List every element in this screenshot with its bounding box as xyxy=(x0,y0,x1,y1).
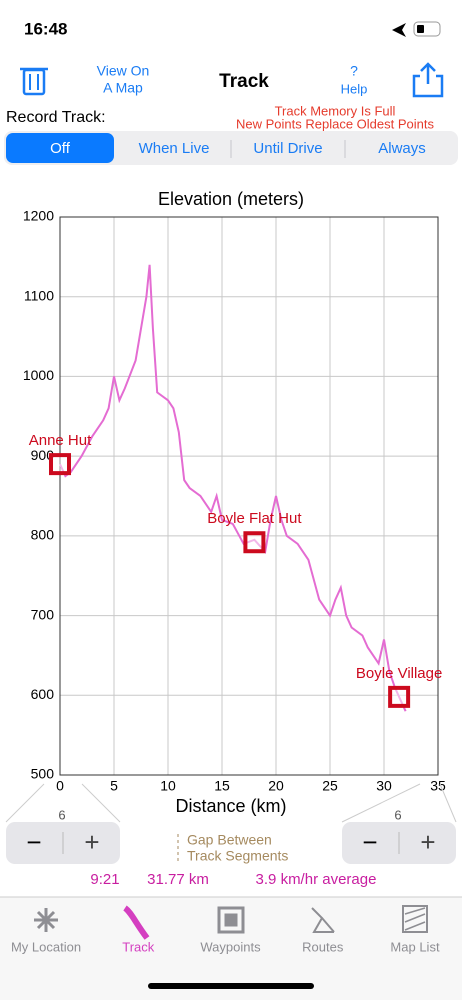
tab-label[interactable]: Map List xyxy=(390,939,440,954)
help-label: Help xyxy=(341,81,368,96)
page-title: Track xyxy=(219,71,269,92)
x-tick-label: 25 xyxy=(322,778,338,794)
y-tick-label: 600 xyxy=(31,686,55,702)
gap-label: Track Segments xyxy=(187,848,288,864)
waypoint-marker[interactable] xyxy=(243,531,266,554)
stepper: − + xyxy=(6,822,120,864)
stepper: − + xyxy=(342,822,456,864)
y-tick-label: 800 xyxy=(31,527,55,543)
view-map-button[interactable]: View On A Map xyxy=(97,63,150,96)
minus-button[interactable]: − xyxy=(26,827,41,857)
view-map-label: View On xyxy=(97,63,150,79)
segment-option[interactable]: Off xyxy=(50,140,71,157)
x-tick-label: 0 xyxy=(56,778,64,794)
connector xyxy=(439,783,457,823)
airplane-icon xyxy=(392,23,406,37)
stat-speed: 3.9 km/hr average xyxy=(256,871,377,888)
tab-icons xyxy=(34,905,428,940)
x-tick-label: 30 xyxy=(376,778,392,794)
stat-distance: 31.77 km xyxy=(147,871,209,888)
connector xyxy=(341,783,421,823)
plus-button[interactable]: + xyxy=(84,827,99,857)
battery-level xyxy=(417,25,424,33)
y-tick-label: 900 xyxy=(31,447,55,463)
segment-option[interactable]: Until Drive xyxy=(253,140,322,157)
y-tick-label: 1000 xyxy=(23,367,54,383)
warning-text: Track Memory Is Full xyxy=(275,103,396,118)
connector xyxy=(5,783,45,823)
plus-button[interactable]: + xyxy=(420,827,435,857)
x-tick-label: 15 xyxy=(214,778,230,794)
y-tick-label: 1200 xyxy=(23,208,54,224)
x-tick-label: 5 xyxy=(110,778,118,794)
segment-selected xyxy=(6,133,114,163)
tab-label[interactable]: Routes xyxy=(302,939,344,954)
record-label: Record Track: xyxy=(6,109,106,126)
home-indicator xyxy=(148,983,314,989)
x-tick-label: 35 xyxy=(430,778,446,794)
segment-option[interactable]: When Live xyxy=(139,140,210,157)
waypoint-marker[interactable] xyxy=(388,685,411,708)
tab-label[interactable]: Track xyxy=(122,939,155,954)
segment-option[interactable]: Always xyxy=(378,140,426,157)
tab-label[interactable]: My Location xyxy=(11,939,81,954)
warning-text: New Points Replace Oldest Points xyxy=(236,116,434,131)
trash-button[interactable] xyxy=(20,67,48,96)
waypoint-label: Boyle Flat Hut xyxy=(207,510,302,527)
x-tick-label: 20 xyxy=(268,778,284,794)
gap-label: Gap Between xyxy=(187,832,272,848)
stepper-value: 6 xyxy=(58,807,65,822)
y-tick-label: 1100 xyxy=(24,287,54,303)
help-icon: ? xyxy=(350,63,358,79)
status-time: 16:48 xyxy=(24,19,67,38)
x-tick-label: 10 xyxy=(160,778,176,794)
chart-title: Elevation (meters) xyxy=(158,189,304,209)
x-axis-label: Distance (km) xyxy=(175,796,286,816)
waypoint-marker[interactable] xyxy=(49,453,71,476)
stat-time: 9:21 xyxy=(90,871,119,888)
y-tick-label: 500 xyxy=(31,766,55,782)
tab-label[interactable]: Waypoints xyxy=(200,939,261,954)
waypoint-label: Anne Hut xyxy=(29,432,92,449)
elevation-line xyxy=(59,264,407,712)
share-button[interactable] xyxy=(412,62,444,98)
connector xyxy=(81,783,121,823)
battery-icon xyxy=(413,21,441,37)
plot-frame xyxy=(59,216,439,776)
waypoint-label: Boyle Village xyxy=(356,665,442,682)
minus-button[interactable]: − xyxy=(362,827,377,857)
view-map-label: A Map xyxy=(103,80,143,96)
help-button[interactable]: ? Help xyxy=(341,63,368,97)
stepper-value: 6 xyxy=(394,807,401,822)
y-tick-label: 700 xyxy=(31,606,55,622)
